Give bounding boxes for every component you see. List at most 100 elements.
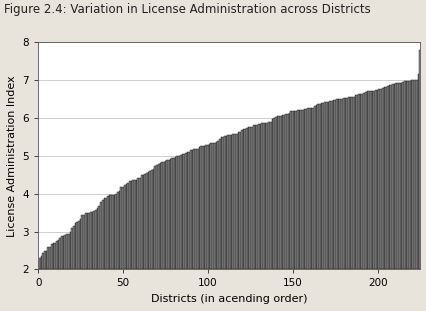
Bar [201, 146, 203, 269]
Bar [308, 108, 310, 269]
Bar [283, 115, 285, 269]
Bar [345, 98, 347, 269]
Bar [237, 132, 239, 269]
Bar [54, 243, 56, 269]
Bar [381, 88, 383, 269]
Bar [396, 83, 398, 269]
Bar [408, 81, 410, 269]
Bar [101, 200, 103, 269]
Bar [96, 207, 98, 269]
Bar [135, 180, 137, 269]
Bar [271, 118, 273, 269]
Bar [339, 99, 340, 269]
Bar [311, 108, 313, 269]
Bar [210, 143, 212, 269]
Bar [51, 244, 52, 269]
Bar [369, 91, 371, 269]
Bar [108, 195, 110, 269]
Bar [80, 220, 81, 269]
Bar [388, 86, 389, 269]
Bar [176, 156, 178, 269]
Bar [349, 97, 351, 269]
Bar [200, 146, 201, 269]
X-axis label: Districts (in acending order): Districts (in acending order) [150, 294, 307, 304]
Bar [219, 139, 220, 269]
Bar [310, 108, 311, 269]
Bar [259, 124, 261, 269]
Bar [103, 198, 105, 269]
Bar [88, 213, 90, 269]
Bar [356, 95, 357, 269]
Bar [52, 243, 54, 269]
Bar [413, 80, 415, 269]
Bar [112, 195, 113, 269]
Bar [146, 174, 147, 269]
Bar [64, 235, 66, 269]
Bar [323, 102, 325, 269]
Bar [337, 99, 339, 269]
Bar [93, 211, 95, 269]
Bar [340, 99, 342, 269]
Bar [232, 134, 233, 269]
Bar [183, 154, 184, 269]
Bar [317, 104, 318, 269]
Bar [151, 170, 153, 269]
Bar [44, 251, 46, 269]
Bar [213, 143, 215, 269]
Bar [225, 136, 227, 269]
Bar [415, 80, 417, 269]
Bar [315, 105, 317, 269]
Bar [372, 91, 374, 269]
Bar [174, 157, 176, 269]
Bar [325, 102, 327, 269]
Bar [75, 223, 76, 269]
Bar [313, 106, 315, 269]
Bar [357, 94, 359, 269]
Bar [120, 188, 122, 269]
Bar [212, 143, 213, 269]
Bar [403, 81, 405, 269]
Bar [273, 118, 274, 269]
Bar [73, 225, 75, 269]
Bar [78, 221, 80, 269]
Bar [233, 134, 235, 269]
Bar [178, 156, 179, 269]
Bar [90, 212, 92, 269]
Bar [156, 165, 158, 269]
Bar [158, 164, 159, 269]
Bar [384, 87, 386, 269]
Bar [110, 195, 112, 269]
Bar [193, 149, 195, 269]
Bar [361, 94, 363, 269]
Bar [262, 123, 264, 269]
Bar [66, 234, 68, 269]
Bar [227, 135, 229, 269]
Bar [147, 172, 149, 269]
Bar [286, 114, 288, 269]
Bar [154, 165, 156, 269]
Bar [322, 103, 323, 269]
Bar [159, 163, 161, 269]
Bar [98, 206, 100, 269]
Bar [389, 85, 391, 269]
Bar [113, 195, 115, 269]
Bar [269, 122, 271, 269]
Bar [191, 150, 193, 269]
Bar [153, 169, 154, 269]
Bar [256, 125, 257, 269]
Bar [39, 258, 40, 269]
Bar [306, 108, 308, 269]
Bar [144, 174, 146, 269]
Bar [398, 83, 400, 269]
Bar [198, 147, 200, 269]
Bar [303, 109, 305, 269]
Bar [235, 134, 237, 269]
Bar [56, 241, 58, 269]
Bar [327, 101, 328, 269]
Bar [298, 110, 299, 269]
Bar [288, 113, 290, 269]
Bar [149, 171, 151, 269]
Bar [254, 125, 256, 269]
Bar [332, 100, 334, 269]
Bar [295, 111, 296, 269]
